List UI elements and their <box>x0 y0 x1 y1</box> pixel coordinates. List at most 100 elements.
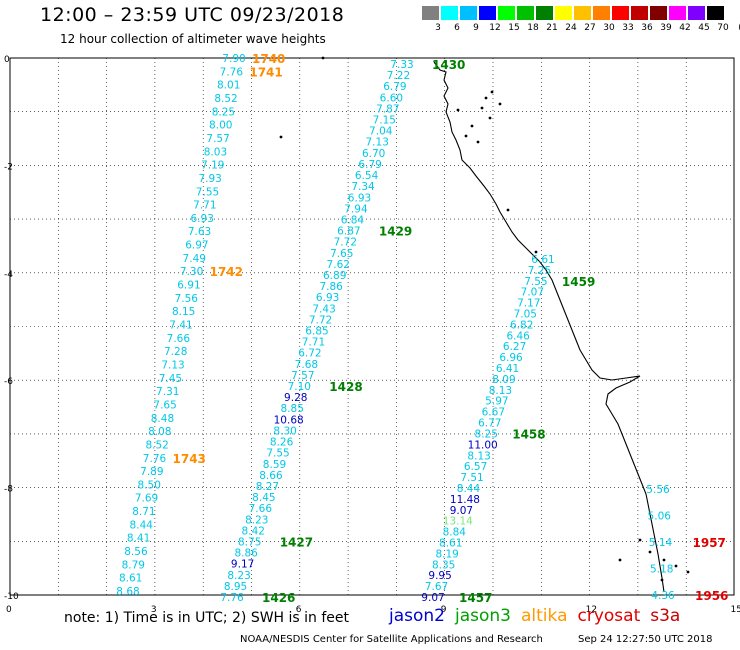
legend-swatch <box>574 6 591 20</box>
wave-height-value: 7.76 <box>143 453 167 465</box>
pass-time-label: 1426 <box>262 591 295 605</box>
wave-height-value: 7.28 <box>164 346 187 358</box>
island <box>480 106 484 110</box>
wave-height-value: 8.25 <box>475 428 498 440</box>
wave-height-value: 7.94 <box>344 203 368 215</box>
wave-height-value: 8.48 <box>151 413 174 425</box>
pass-time-label: 1743 <box>173 452 206 466</box>
wave-height-value: 8.61 <box>119 573 142 585</box>
legend-swatch <box>707 6 724 20</box>
x-tick-label: 15 <box>731 605 740 615</box>
legend-label: 33 <box>622 23 634 33</box>
wave-height-value: 8.03 <box>204 146 227 158</box>
wave-height-value: 9.95 <box>428 570 451 582</box>
wave-height-value: 6.79 <box>358 159 381 171</box>
wave-height-value: 11.00 <box>468 439 498 451</box>
pass-time-label: 1956 <box>695 589 728 603</box>
x-tick-label: 9 <box>441 605 447 615</box>
pass-time-label: 1427 <box>280 535 313 549</box>
satellite-label: jason2 <box>389 606 445 626</box>
x-tick-label: 3 <box>151 605 157 615</box>
legend-label: 27 <box>584 23 596 33</box>
wave-height-value: 8.41 <box>127 533 150 545</box>
pass-time-label: 1457 <box>459 591 492 605</box>
wave-height-value: 6.79 <box>383 81 406 93</box>
y-tick-label: -10 <box>4 592 19 602</box>
wave-height-value: 8.68 <box>116 586 139 598</box>
legend-label: 36 <box>641 23 653 33</box>
legend-label: 45 <box>698 23 710 33</box>
satellite-label: jason3 <box>455 606 511 626</box>
page-title: 12:00 – 23:59 UTC 09/23/2018 <box>40 4 345 26</box>
island <box>321 56 325 60</box>
x-tick-label: 12 <box>586 605 597 615</box>
wave-height-value: 6.61 <box>531 254 554 266</box>
wave-height-value: 7.41 <box>169 320 192 332</box>
wave-height-value: 6.93 <box>191 213 214 225</box>
wave-height-value: 7.72 <box>309 314 332 326</box>
footnote: note: 1) Time is in UTC; 2) SWH is in fe… <box>64 610 350 626</box>
wave-height-value: 8.75 <box>238 536 261 548</box>
wave-height-value: 6.84 <box>341 214 365 226</box>
wave-height-value: 7.69 <box>135 493 158 505</box>
legend-swatch <box>631 6 648 20</box>
wave-height-value: 7.04 <box>369 126 393 138</box>
wave-height-value: 7.49 <box>183 253 206 265</box>
wave-height-value: 9.17 <box>231 559 254 571</box>
island <box>618 558 622 562</box>
wave-height-value: 6.87 <box>337 226 360 238</box>
wave-height-value: 7.19 <box>201 160 224 172</box>
wave-height-value: 8.42 <box>242 525 265 537</box>
wave-height-value: 7.66 <box>167 333 191 345</box>
legend-swatch <box>498 6 515 20</box>
wave-height-value: 6.27 <box>503 341 526 353</box>
island <box>490 90 494 94</box>
wave-height-value: 8.35 <box>432 559 455 571</box>
wave-height-value: 8.00 <box>209 120 232 132</box>
wave-height-value: 7.76 <box>220 592 244 604</box>
y-tick-label: -8 <box>4 485 13 495</box>
wave-height-value: 6.91 <box>177 280 200 292</box>
island <box>648 550 652 554</box>
legend-unit: (ft) <box>732 23 740 33</box>
wave-height-value: 7.65 <box>153 399 176 411</box>
wave-height-value: 6.97 <box>185 240 208 252</box>
wave-height-value: 7.67 <box>425 581 448 593</box>
x-tick-label: 6 <box>296 605 302 615</box>
satellite-label: cryosat <box>577 606 641 626</box>
wave-height-value: 8.09 <box>492 374 515 386</box>
wave-height-value: 5.18 <box>650 564 673 576</box>
wave-height-value: 8.59 <box>263 459 286 471</box>
map-grid: 0 3 6 9 12 15 0 -2 -4 -6 -8 -10 <box>4 55 740 615</box>
legend-label: 15 <box>508 23 520 33</box>
wave-height-value: 6.82 <box>510 319 533 331</box>
wave-height-value: 7.22 <box>387 70 410 82</box>
wave-height-value: 5.97 <box>485 396 508 408</box>
wave-height-value: 6.93 <box>348 192 371 204</box>
wave-height-value: 7.13 <box>161 359 184 371</box>
wave-height-value: 6.96 <box>499 352 523 364</box>
generation-timestamp: Sep 24 12:27:50 UTC 2018 <box>578 634 713 645</box>
wave-height-value: 8.84 <box>443 527 467 539</box>
wave-height-value: 7.57 <box>291 370 314 382</box>
wave-height-value: 7.51 <box>460 472 483 484</box>
wave-height-value: 7.90 <box>222 53 245 65</box>
legend-swatch <box>612 6 629 20</box>
island <box>638 538 642 542</box>
wave-height-value: 6.54 <box>355 170 379 182</box>
wave-height-value: 6.41 <box>496 363 519 375</box>
wave-height-value: 7.66 <box>249 503 273 515</box>
wave-height-value: 8.15 <box>172 306 195 318</box>
island <box>464 134 468 138</box>
island <box>498 102 502 106</box>
wave-height-value: 7.71 <box>193 200 216 212</box>
wave-height-value: 7.34 <box>351 181 375 193</box>
x-tick-label: 0 <box>6 605 12 615</box>
wave-height-value: 8.45 <box>252 492 275 504</box>
wave-height-value: 7.56 <box>175 293 199 305</box>
wave-height-value: 7.17 <box>517 298 540 310</box>
satellite-key: jason2 jason3 altika cryosat s3a <box>389 606 690 626</box>
satellite-label: altika <box>521 606 568 626</box>
wave-height-value: 5.56 <box>646 484 670 496</box>
wave-height-value: 6.67 <box>482 407 505 419</box>
